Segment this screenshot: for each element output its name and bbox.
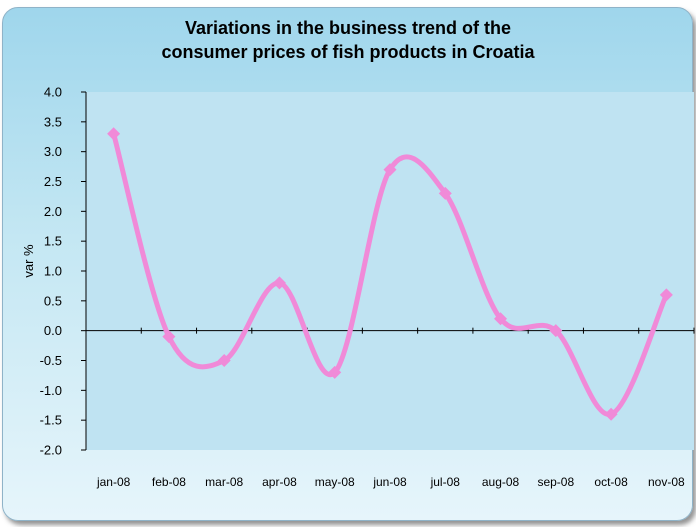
x-tick-label: jun-08 — [372, 475, 407, 489]
y-tick-label: 1.0 — [44, 264, 62, 279]
y-tick-label: 0.0 — [44, 323, 62, 338]
x-tick-label: feb-08 — [152, 475, 186, 489]
x-tick-label: may-08 — [315, 475, 355, 489]
data-point-marker — [604, 407, 618, 421]
y-axis-ticks: -2.0 -1.5 -1.0 -0.5 0.0 0.5 1.0 1.5 2.0 2.5 3.0 3.5… — [40, 85, 86, 458]
y-tick-label: -1.0 — [40, 383, 62, 398]
data-point-marker — [107, 127, 121, 141]
y-tick-label: 3.5 — [44, 114, 62, 129]
data-point-marker — [549, 324, 563, 338]
y-tick-label: -1.5 — [40, 413, 62, 428]
data-point-marker — [494, 312, 508, 326]
data-point-marker — [272, 276, 286, 290]
series-line — [111, 131, 669, 417]
data-point-marker — [328, 365, 342, 379]
y-tick-label: -0.5 — [40, 353, 62, 368]
x-axis-ticks: jan-08 feb-08 mar-08 apr-08 may-08 jun-08 jul-… — [85, 327, 695, 489]
y-tick-label: 1.5 — [44, 234, 62, 249]
data-markers — [107, 127, 673, 421]
y-tick-label: 2.0 — [44, 204, 62, 219]
top-cropped-text-strip — [0, 0, 696, 6]
y-tick-label: 3.0 — [44, 144, 62, 159]
y-tick-label: -2.0 — [40, 443, 62, 458]
data-point-marker — [383, 163, 397, 177]
data-point-marker — [659, 288, 673, 302]
data-point-marker — [217, 354, 231, 367]
data-point-marker — [438, 186, 452, 200]
data-point-marker — [162, 330, 176, 344]
x-tick-label: oct-08 — [594, 475, 628, 489]
x-tick-label: aug-08 — [482, 475, 520, 489]
x-tick-label: apr-08 — [262, 475, 297, 489]
x-tick-label: jan-08 — [96, 475, 131, 489]
y-tick-label: 0.5 — [44, 293, 62, 308]
plot-area — [86, 92, 694, 450]
x-tick-label: jul-08 — [430, 475, 461, 489]
chart-title-line-2: consumer prices of fish products in Croa… — [161, 42, 535, 62]
y-tick-label: 4.0 — [44, 85, 62, 100]
x-tick-label: mar-08 — [205, 475, 243, 489]
y-axis-title: var % — [21, 244, 36, 278]
chart-title-line-1: Variations in the business trend of the — [184, 18, 512, 38]
chart-title: Variations in the business trend of the … — [0, 16, 696, 64]
x-tick-label: nov-08 — [648, 475, 685, 489]
x-tick-label: sep-08 — [537, 475, 574, 489]
y-tick-label: 2.5 — [44, 174, 62, 189]
